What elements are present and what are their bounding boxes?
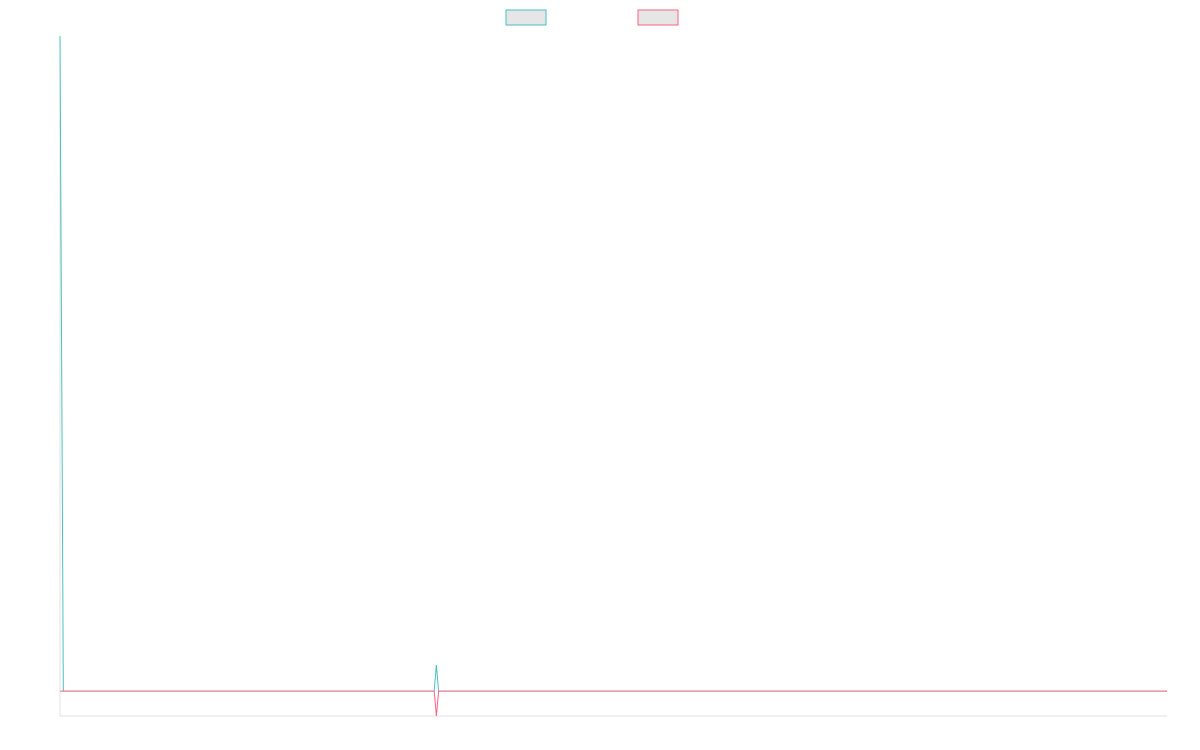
legend-swatch[interactable]: [505, 9, 547, 26]
series-line: [59, 35, 1167, 692]
legend-swatch[interactable]: [637, 9, 679, 26]
series-line: [60, 690, 1167, 717]
